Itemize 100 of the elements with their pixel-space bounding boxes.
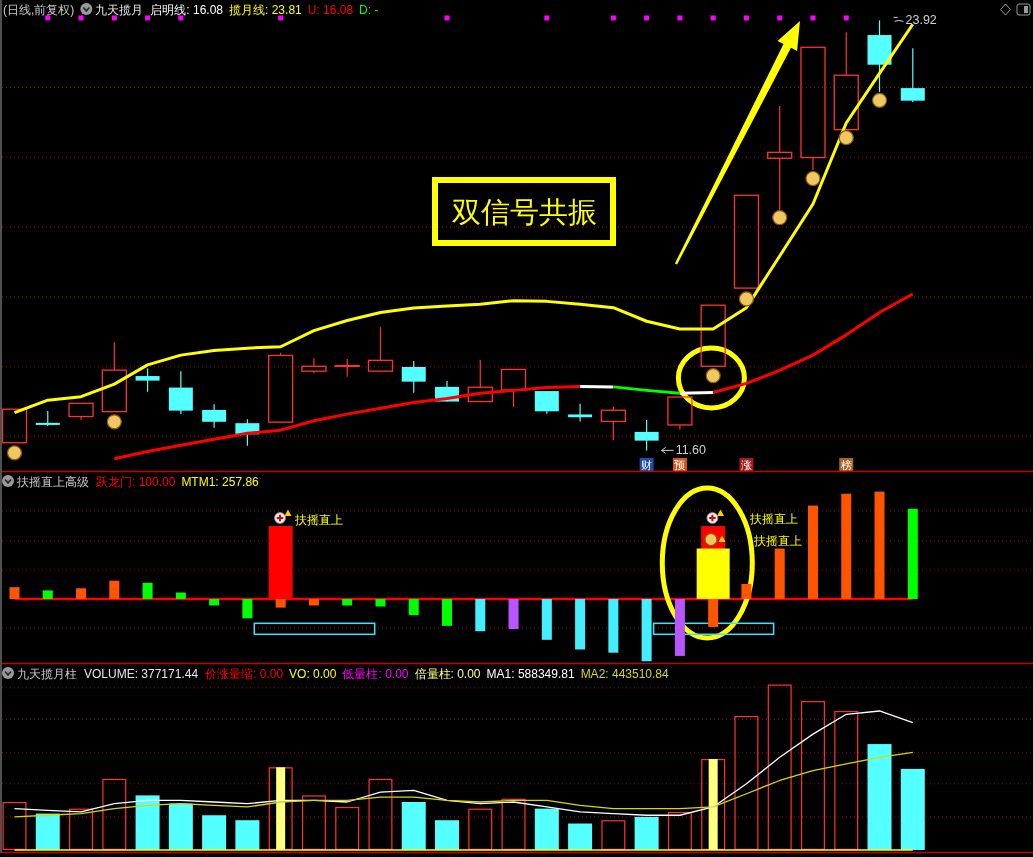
bar xyxy=(375,599,386,607)
candlestick xyxy=(800,46,826,171)
bar xyxy=(541,599,552,640)
bar xyxy=(608,599,619,653)
text: 预 xyxy=(674,459,686,471)
candlestick xyxy=(568,403,593,423)
bar xyxy=(408,599,419,616)
point xyxy=(777,15,783,21)
candlestick xyxy=(367,326,394,372)
bar xyxy=(142,582,153,599)
point xyxy=(610,15,616,21)
candlestick xyxy=(135,367,160,393)
candlestick xyxy=(467,359,493,403)
annotation: 扶摇直上 xyxy=(753,534,802,548)
bar xyxy=(696,548,730,599)
bar xyxy=(741,583,752,599)
candlestick xyxy=(168,370,193,415)
candlestick xyxy=(401,360,426,394)
bar xyxy=(368,778,393,850)
bar xyxy=(874,491,885,599)
point xyxy=(772,210,788,226)
bar xyxy=(900,768,925,850)
text: 榜 xyxy=(840,459,852,471)
bar xyxy=(767,684,792,850)
point xyxy=(78,15,84,21)
annotation: 双信号共振 xyxy=(451,196,597,228)
chart-subtitle: VOLUME: 377171.44 xyxy=(84,666,199,681)
text: MA2: 443510.84 xyxy=(580,666,670,681)
candlestick xyxy=(733,194,760,289)
bar xyxy=(102,778,127,850)
text: 跃龙门: 100.00 xyxy=(96,474,176,489)
bar xyxy=(209,599,220,606)
point xyxy=(106,414,122,430)
point xyxy=(738,291,755,307)
candlestick xyxy=(202,403,227,429)
text: 财 xyxy=(641,459,653,471)
annotation: 扶摇直上 xyxy=(749,512,798,526)
bar xyxy=(2,802,27,850)
text: 启明线: 16.08 xyxy=(150,2,224,17)
candlestick xyxy=(101,341,127,413)
bar xyxy=(135,795,160,850)
candlestick xyxy=(900,47,925,103)
bar xyxy=(175,592,186,599)
bar xyxy=(308,599,319,606)
bar xyxy=(800,701,825,850)
bar xyxy=(807,505,818,599)
candlestick xyxy=(700,304,726,367)
bar xyxy=(109,580,120,599)
candlestick xyxy=(1,408,28,444)
point xyxy=(544,15,550,21)
point xyxy=(838,130,854,146)
bar xyxy=(641,599,652,662)
bar xyxy=(774,548,785,599)
candlestick xyxy=(634,419,659,451)
annotation: 扶摇直上 xyxy=(294,513,343,527)
legend-label: 价涨量缩: 0.00 xyxy=(204,666,284,681)
point xyxy=(843,15,849,21)
text: VO: 0.00 xyxy=(289,666,337,681)
point xyxy=(444,15,450,21)
legend-label: 低量柱: 0.00 xyxy=(342,666,409,681)
candlestick xyxy=(68,402,94,421)
text: 涨 xyxy=(740,459,752,471)
text: U: 16.08 xyxy=(307,2,354,17)
point xyxy=(871,92,888,108)
candlestick xyxy=(534,390,559,415)
chart-title: (日线,前复权) xyxy=(3,2,75,17)
bar xyxy=(35,813,60,850)
text: D: - xyxy=(359,2,379,17)
point xyxy=(743,15,749,21)
bar xyxy=(401,802,426,850)
bar xyxy=(674,599,685,656)
bar xyxy=(42,590,53,599)
point xyxy=(810,15,816,21)
candlestick xyxy=(667,396,693,431)
text: MTM1: 257.86 xyxy=(181,474,260,489)
bar xyxy=(9,587,20,599)
bar xyxy=(275,599,286,608)
bar xyxy=(342,599,353,606)
point xyxy=(278,15,284,21)
bar xyxy=(867,744,892,850)
point xyxy=(677,15,683,21)
bar xyxy=(834,710,859,850)
bar xyxy=(841,493,852,599)
text: MA1: 588349.81 xyxy=(486,666,575,681)
point xyxy=(705,368,721,384)
point xyxy=(805,170,821,187)
bar xyxy=(534,808,559,850)
bar xyxy=(907,508,918,599)
chart-title: 九天揽月柱 xyxy=(17,666,77,681)
text: 倍量柱: 0.00 xyxy=(414,666,481,681)
bar xyxy=(508,599,519,630)
bar xyxy=(442,599,453,626)
point xyxy=(710,15,716,21)
bar xyxy=(435,820,460,850)
candlestick xyxy=(833,31,859,131)
bar xyxy=(168,803,193,850)
bar xyxy=(76,588,87,599)
bar xyxy=(634,816,659,850)
point xyxy=(644,15,650,21)
bar xyxy=(202,815,227,850)
